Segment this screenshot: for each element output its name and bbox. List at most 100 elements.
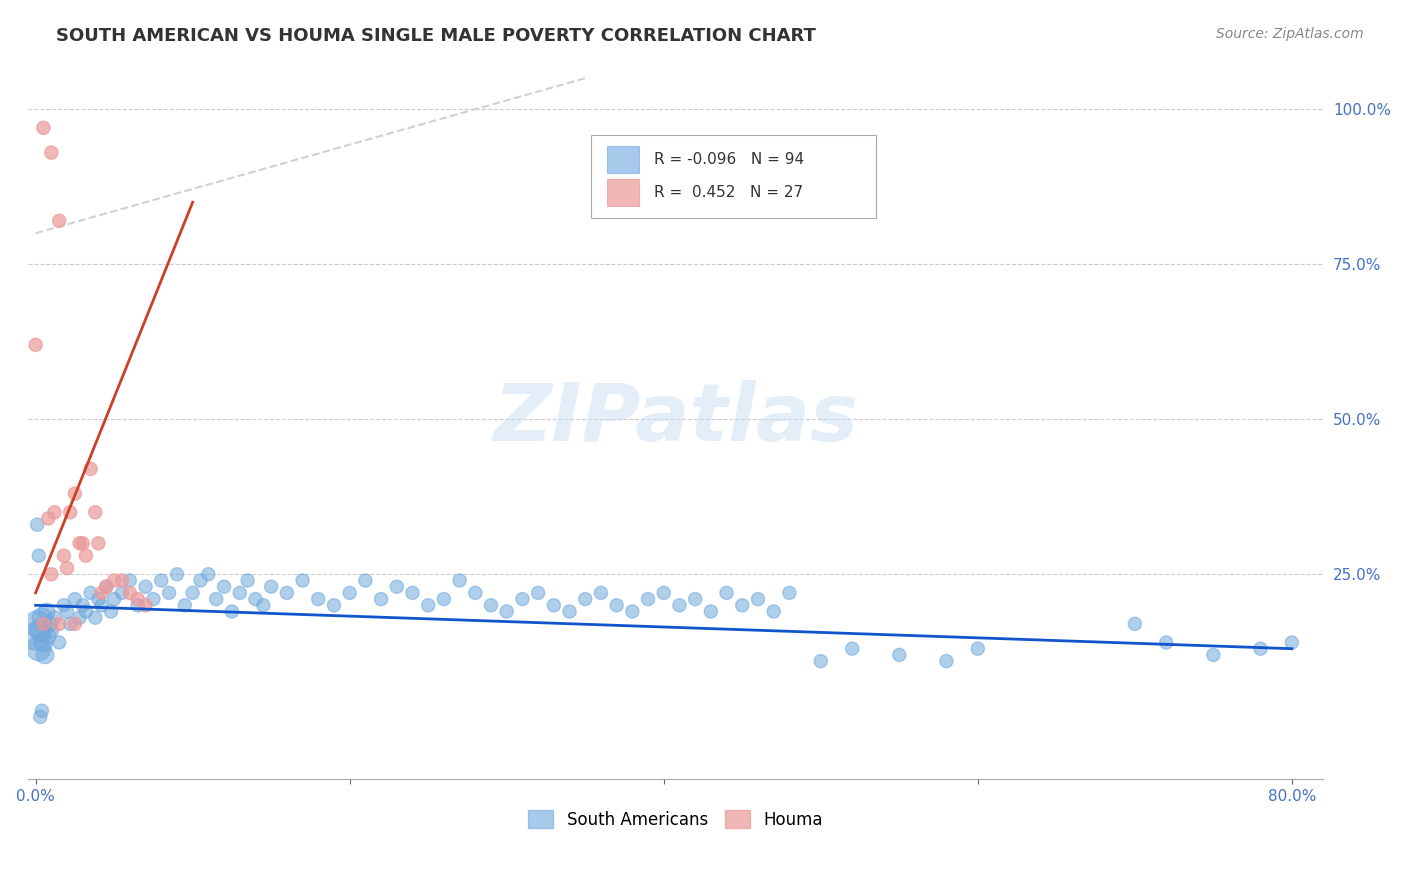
Point — [276, 586, 298, 600]
Point — [841, 641, 863, 656]
Point — [25, 517, 48, 532]
Point — [543, 599, 565, 613]
Point — [25, 616, 48, 631]
Point — [221, 605, 243, 619]
Point — [44, 505, 66, 519]
Point — [385, 580, 408, 594]
Point — [1202, 648, 1225, 662]
Point — [479, 599, 502, 613]
Point — [935, 654, 957, 668]
Point — [100, 605, 122, 619]
Point — [34, 648, 56, 662]
Text: SOUTH AMERICAN VS HOUMA SINGLE MALE POVERTY CORRELATION CHART: SOUTH AMERICAN VS HOUMA SINGLE MALE POVE… — [56, 27, 815, 45]
Point — [41, 567, 63, 582]
Point — [48, 214, 70, 228]
Point — [103, 574, 125, 588]
FancyBboxPatch shape — [607, 179, 640, 206]
Point — [118, 586, 141, 600]
Point — [52, 549, 75, 563]
Point — [75, 549, 97, 563]
Point — [190, 574, 212, 588]
FancyBboxPatch shape — [592, 135, 876, 218]
Point — [118, 574, 141, 588]
Point — [197, 567, 219, 582]
Point — [418, 599, 440, 613]
Point — [84, 610, 107, 624]
Point — [291, 574, 314, 588]
Point — [150, 574, 173, 588]
Point — [205, 592, 228, 607]
Point — [606, 599, 628, 613]
Point — [731, 599, 754, 613]
Point — [307, 592, 329, 607]
Point — [354, 574, 377, 588]
Point — [810, 654, 832, 668]
Point — [84, 505, 107, 519]
Text: R =  0.452   N = 27: R = 0.452 N = 27 — [654, 186, 803, 200]
Point — [59, 505, 82, 519]
Point — [495, 605, 517, 619]
Point — [449, 574, 471, 588]
Point — [212, 580, 235, 594]
Point — [173, 599, 195, 613]
Point — [260, 580, 283, 594]
Point — [142, 592, 165, 607]
Point — [527, 586, 550, 600]
Point — [1123, 616, 1146, 631]
Point — [589, 586, 612, 600]
Point — [464, 586, 486, 600]
Point — [339, 586, 361, 600]
Point — [103, 592, 125, 607]
Point — [96, 580, 118, 594]
Point — [135, 580, 157, 594]
Point — [63, 486, 86, 500]
Point — [37, 629, 59, 643]
Point — [236, 574, 259, 588]
Point — [157, 586, 180, 600]
Point — [69, 536, 91, 550]
Point — [127, 592, 149, 607]
Text: Source: ZipAtlas.com: Source: ZipAtlas.com — [1216, 27, 1364, 41]
Point — [111, 574, 134, 588]
Point — [181, 586, 204, 600]
Point — [75, 605, 97, 619]
Point — [32, 120, 55, 135]
Point — [668, 599, 690, 613]
Point — [69, 610, 91, 624]
Point — [621, 605, 644, 619]
Point — [48, 616, 70, 631]
Point — [683, 592, 706, 607]
Point — [90, 586, 112, 600]
Point — [1281, 635, 1303, 649]
Point — [41, 145, 63, 160]
Point — [135, 599, 157, 613]
Point — [433, 592, 456, 607]
Point — [24, 629, 46, 643]
Text: ZIPatlas: ZIPatlas — [494, 380, 858, 458]
Point — [90, 599, 112, 613]
Point — [652, 586, 675, 600]
Point — [127, 599, 149, 613]
Point — [889, 648, 911, 662]
Point — [28, 641, 51, 656]
Point — [37, 511, 59, 525]
Point — [637, 592, 659, 607]
Point — [252, 599, 274, 613]
Point — [79, 462, 101, 476]
Point — [32, 616, 55, 631]
Point — [56, 561, 79, 575]
Point — [72, 536, 94, 550]
Point — [28, 549, 51, 563]
Point — [59, 616, 82, 631]
Point — [574, 592, 596, 607]
Point — [778, 586, 800, 600]
Point — [747, 592, 769, 607]
Point — [512, 592, 534, 607]
Point — [72, 599, 94, 613]
Point — [30, 710, 52, 724]
Point — [87, 536, 110, 550]
Point — [56, 605, 79, 619]
Point — [48, 635, 70, 649]
Point — [716, 586, 738, 600]
Text: R = -0.096   N = 94: R = -0.096 N = 94 — [654, 152, 804, 167]
